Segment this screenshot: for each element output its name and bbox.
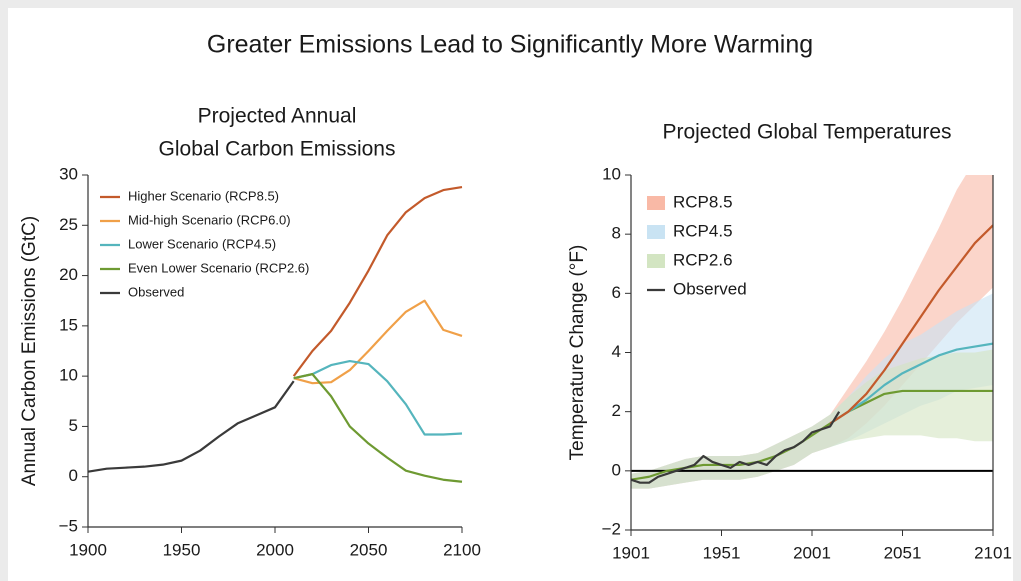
y-tick-label: 5 bbox=[69, 416, 78, 435]
legend-label: Higher Scenario (RCP8.5) bbox=[128, 188, 279, 203]
legend-label: Observed bbox=[673, 279, 747, 298]
chart-title: Projected Annual bbox=[198, 105, 357, 128]
axis-frame bbox=[630, 175, 994, 531]
y-tick-label: 15 bbox=[59, 315, 78, 334]
x-tick-label: 1901 bbox=[612, 543, 650, 562]
series-line bbox=[829, 342, 993, 425]
legend-swatch bbox=[647, 225, 665, 239]
y-tick-label: 0 bbox=[612, 460, 621, 479]
legend-label: RCP8.5 bbox=[673, 192, 733, 211]
y-tick-label: 20 bbox=[59, 265, 78, 284]
legend-swatch bbox=[647, 254, 665, 268]
y-axis-label: Annual Carbon Emissions (GtC) bbox=[19, 216, 40, 486]
series-line bbox=[292, 185, 463, 377]
y-tick-label: −5 bbox=[59, 516, 78, 535]
chart-title: Global Carbon Emissions bbox=[159, 138, 396, 161]
legend-label: RCP4.5 bbox=[673, 221, 733, 240]
x-tick-label: 2051 bbox=[884, 543, 922, 562]
x-tick-label: 1900 bbox=[69, 540, 107, 559]
plot-area bbox=[87, 185, 463, 483]
figure-title: Greater Emissions Lead to Significantly … bbox=[207, 31, 813, 59]
y-tick-label: 10 bbox=[59, 366, 78, 385]
legend-label: Even Lower Scenario (RCP2.6) bbox=[128, 260, 309, 275]
series-line bbox=[293, 373, 463, 483]
x-tick-label: 1951 bbox=[703, 543, 741, 562]
y-tick-label: −2 bbox=[602, 519, 621, 538]
y-tick-label: 6 bbox=[612, 283, 621, 302]
series-line bbox=[87, 380, 295, 473]
chart-title: Projected Global Temperatures bbox=[662, 121, 951, 144]
x-tick-label: 1950 bbox=[163, 540, 201, 559]
y-tick-label: 30 bbox=[59, 164, 78, 183]
x-tick-label: 2100 bbox=[443, 540, 481, 559]
axis-frame bbox=[87, 175, 462, 528]
plot-area bbox=[631, 175, 993, 489]
y-tick-label: 0 bbox=[69, 466, 78, 485]
y-axis-label: Temperature Change (°F) bbox=[567, 245, 588, 461]
series-line bbox=[293, 299, 463, 385]
series-line bbox=[829, 224, 993, 425]
panel bbox=[8, 8, 1013, 581]
y-tick-label: 4 bbox=[612, 342, 621, 361]
y-tick-label: 10 bbox=[602, 164, 621, 183]
x-tick-label: 2050 bbox=[350, 540, 388, 559]
series-line bbox=[293, 359, 463, 436]
band bbox=[631, 349, 993, 489]
legend-label: Observed bbox=[128, 284, 184, 299]
legend-label: Mid-high Scenario (RCP6.0) bbox=[128, 212, 291, 227]
observed-line bbox=[631, 411, 841, 484]
band bbox=[631, 175, 993, 489]
y-tick-label: 8 bbox=[612, 224, 621, 243]
y-tick-label: 25 bbox=[59, 215, 78, 234]
legend-swatch bbox=[647, 196, 665, 210]
x-tick-label: 2001 bbox=[793, 543, 831, 562]
y-tick-label: 2 bbox=[612, 401, 621, 420]
x-tick-label: 2000 bbox=[256, 540, 294, 559]
legend-label: RCP2.6 bbox=[673, 250, 733, 269]
x-tick-label: 2101 bbox=[974, 543, 1012, 562]
legend-label: Lower Scenario (RCP4.5) bbox=[128, 236, 276, 251]
